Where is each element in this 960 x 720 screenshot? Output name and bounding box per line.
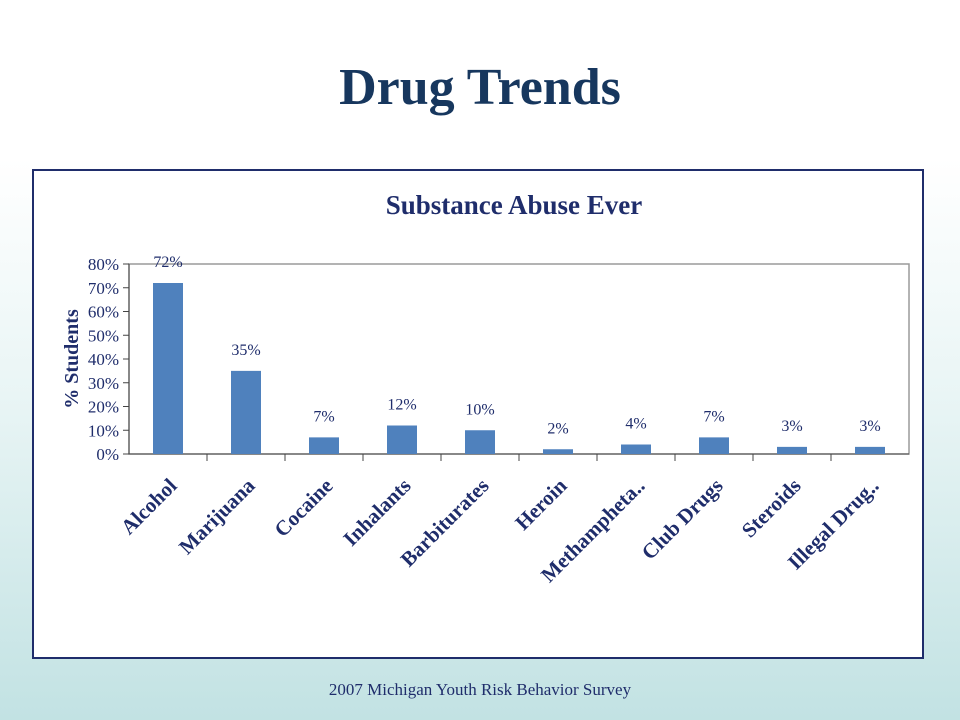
data-label: 35%: [231, 342, 260, 359]
y-tick-label: 20%: [88, 398, 119, 417]
data-label: 10%: [465, 401, 494, 418]
category-label: Marijuana: [174, 473, 260, 559]
y-tick-label: 40%: [88, 350, 119, 369]
data-label: 3%: [781, 418, 802, 435]
category-label: Inhalants: [338, 474, 415, 551]
bar: [387, 425, 417, 454]
footer-source: 2007 Michigan Youth Risk Behavior Survey: [328, 680, 632, 699]
data-label: 7%: [313, 408, 334, 425]
data-label: 72%: [153, 254, 182, 271]
y-tick-label: 50%: [88, 326, 119, 345]
bar-chart: Substance Abuse Ever 0% 10% 20% 30% 40% 50% 60…: [61, 190, 910, 587]
category-label: Cocaine: [269, 474, 337, 542]
slide-title: Drug Trends: [339, 59, 621, 116]
y-axis: 0% 10% 20% 30% 40% 50% 60% 70% 80%: [88, 255, 909, 464]
bar: [543, 449, 573, 454]
bar: [621, 444, 651, 454]
y-tick-label: 30%: [88, 374, 119, 393]
data-label: 12%: [387, 397, 416, 414]
category-label: Steroids: [737, 474, 806, 543]
category-label: Alcohol: [116, 473, 182, 539]
bar: [153, 283, 183, 454]
category-label: Club Drugs: [637, 474, 728, 565]
y-tick-label: 0%: [96, 445, 119, 464]
y-tick-label: 10%: [88, 421, 119, 440]
y-tick-label: 80%: [88, 255, 119, 274]
data-label: 2%: [547, 420, 568, 437]
bar: [465, 430, 495, 454]
y-tick-label: 60%: [88, 303, 119, 322]
bar: [309, 437, 339, 454]
bars: [153, 283, 885, 454]
bar: [231, 370, 261, 454]
data-label: 3%: [859, 418, 880, 435]
y-tick-label: 70%: [88, 279, 119, 298]
data-label: 4%: [625, 416, 646, 433]
y-axis-title: % Students: [61, 309, 83, 409]
data-labels: 72% 35% 7% 12% 10% 2% 4% 7% 3% 3%: [153, 254, 880, 437]
bar: [699, 437, 729, 454]
bar: [777, 446, 807, 454]
bar: [855, 446, 885, 454]
chart-frame: Substance Abuse Ever 0% 10% 20% 30% 40% 50% 60…: [32, 169, 924, 659]
data-label: 7%: [703, 408, 724, 425]
chart-title: Substance Abuse Ever: [386, 190, 643, 220]
category-label: Heroin: [510, 473, 571, 534]
